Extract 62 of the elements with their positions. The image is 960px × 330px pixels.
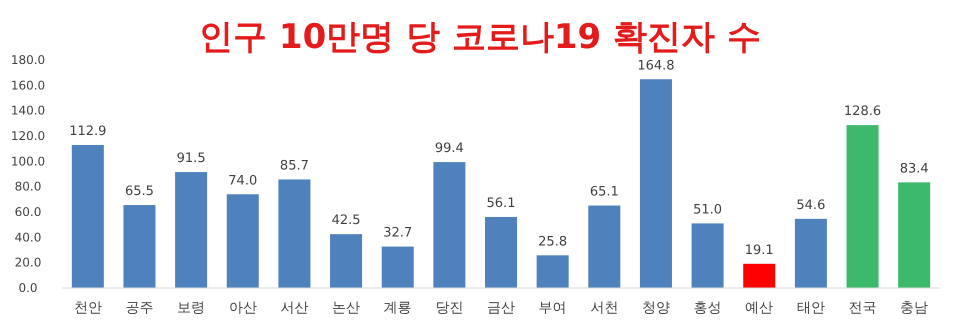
- x-tick-label: 부여: [538, 300, 567, 316]
- x-tick-label: 보령: [177, 300, 206, 316]
- x-tick-label: 서천: [590, 300, 618, 316]
- x-tick-label: 홍성: [694, 300, 722, 316]
- data-label: 42.5: [332, 213, 361, 228]
- data-label: 83.4: [900, 161, 929, 176]
- x-tick-label: 아산: [228, 300, 257, 316]
- bar: [536, 255, 569, 288]
- chart-title: 인구 10만명 당 코로나19 확진자 수: [199, 17, 761, 57]
- x-tick-label: 공주: [125, 300, 154, 316]
- bar: [743, 264, 776, 288]
- data-label: 65.1: [590, 184, 619, 200]
- x-tick-label: 청양: [642, 300, 670, 316]
- bar: [433, 162, 466, 288]
- x-tick-label: 전국: [848, 300, 877, 316]
- bar: [588, 206, 620, 288]
- y-tick-label: 0.0: [18, 281, 38, 295]
- data-label: 99.4: [434, 141, 464, 156]
- bar: [692, 223, 724, 288]
- x-tick-label: 금산: [487, 300, 515, 316]
- data-label: 85.7: [280, 158, 309, 174]
- y-tick-label: 80.0: [14, 180, 42, 194]
- data-label: 19.1: [744, 242, 774, 258]
- data-label: 25.8: [538, 234, 568, 250]
- y-tick-label: 180.0: [10, 53, 46, 67]
- data-label: 164.8: [637, 58, 675, 74]
- x-tick-label: 계룡: [384, 300, 412, 316]
- data-label: 91.5: [176, 151, 206, 166]
- data-label: 32.7: [383, 226, 412, 241]
- x-tick-label: 서산: [280, 300, 308, 316]
- bar: [640, 79, 672, 288]
- y-tick-label: 140.0: [10, 104, 46, 118]
- data-label: 128.6: [844, 104, 882, 120]
- y-tick-label: 60.0: [14, 205, 42, 219]
- bar: [278, 179, 310, 288]
- bar: [72, 144, 104, 288]
- y-tick-label: 40.0: [14, 230, 42, 244]
- x-tick-label: 예산: [745, 300, 774, 316]
- bar: [898, 182, 930, 288]
- bar: [484, 216, 518, 288]
- bar: [226, 194, 259, 288]
- bar: [123, 205, 156, 288]
- bar: [382, 246, 414, 288]
- x-tick-label: 당진: [435, 300, 464, 316]
- data-label: 112.9: [69, 124, 106, 139]
- bar: [846, 125, 879, 288]
- x-tick-label: 충남: [900, 300, 928, 316]
- y-tick-label: 160.0: [10, 78, 46, 92]
- data-label: 54.6: [796, 198, 826, 213]
- data-label: 56.1: [486, 196, 516, 211]
- x-tick-label: 논산: [332, 300, 360, 316]
- x-tick-label: 천안: [74, 300, 102, 316]
- data-label: 65.5: [124, 184, 154, 200]
- y-tick-label: 20.0: [14, 256, 42, 270]
- bar: [330, 234, 362, 288]
- y-tick-label: 120.0: [10, 129, 46, 143]
- bar: [794, 218, 827, 288]
- data-label: 51.0: [693, 202, 722, 218]
- bar: [175, 172, 208, 288]
- x-tick-label: 태안: [796, 300, 825, 316]
- y-tick-label: 100.0: [10, 154, 46, 168]
- data-label: 74.0: [228, 173, 258, 188]
